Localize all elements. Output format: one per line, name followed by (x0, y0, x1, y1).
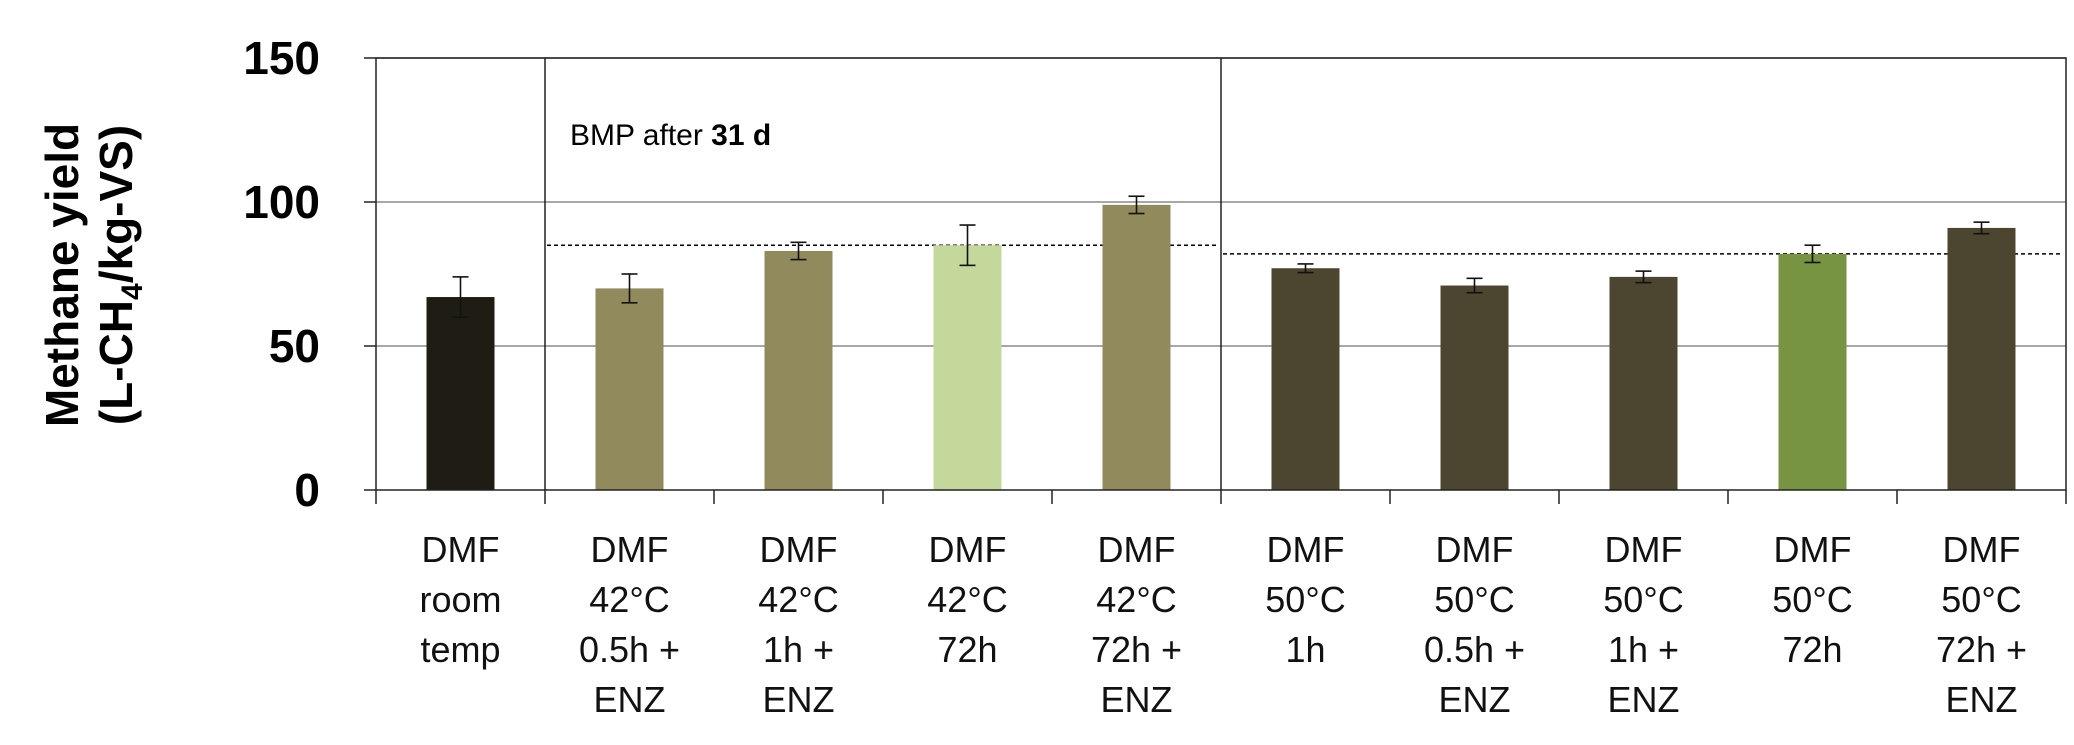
error-bar-6 (1297, 263, 1314, 274)
category-label-6-line-2: 50°C (1265, 579, 1345, 620)
y-tick-labels: 0 50 100 150 (243, 32, 320, 516)
category-label-2-line-2: 42°C (589, 579, 669, 620)
category-label-5: DMF 42°C 72h + ENZ (1091, 529, 1182, 720)
error-bar-10 (1973, 221, 1990, 235)
bar-7 (1440, 285, 1509, 490)
bmp-annotation: BMP after 31 d (570, 119, 771, 152)
category-label-3-line-3: 1h + (763, 629, 834, 670)
bar-4 (933, 245, 1002, 490)
category-label-1-line-3: temp (420, 629, 500, 670)
category-label-3: DMF 42°C 1h + ENZ (758, 529, 838, 720)
category-label-4-line-1: DMF (929, 529, 1007, 570)
y-axis-title-line1: Methane yield (36, 123, 88, 427)
y-tick-label-150: 150 (243, 32, 320, 84)
y-axis-title: Methane yield (L-CH4/kg-VS) (36, 123, 149, 427)
bar-3 (764, 250, 833, 490)
category-label-9-line-1: DMF (1774, 529, 1852, 570)
category-label-4-line-3: 72h (937, 629, 997, 670)
category-label-6-line-3: 1h (1285, 629, 1325, 670)
category-label-8-line-3: 1h + (1608, 629, 1679, 670)
category-label-10: DMF 50°C 72h + ENZ (1936, 529, 2027, 720)
category-label-3-line-2: 42°C (758, 579, 838, 620)
category-label-1: DMF room temp (419, 529, 501, 670)
bar-5 (1102, 204, 1171, 490)
category-label-2: DMF 42°C 0.5h + ENZ (579, 529, 680, 720)
category-label-1-line-1: DMF (422, 529, 500, 570)
error-bar-4 (959, 224, 976, 267)
category-label-7-line-2: 50°C (1434, 579, 1514, 620)
y-tick-label-0: 0 (294, 464, 320, 516)
category-label-9-line-3: 72h (1782, 629, 1842, 670)
error-bar-7 (1466, 277, 1483, 294)
axes (364, 57, 2067, 504)
category-label-2-line-4: ENZ (594, 679, 666, 720)
category-label-7-line-1: DMF (1436, 529, 1514, 570)
category-label-7: DMF 50°C 0.5h + ENZ (1424, 529, 1525, 720)
category-label-1-line-2: room (419, 579, 501, 620)
error-bar-1 (452, 276, 469, 319)
y-tick-label-100: 100 (243, 176, 320, 228)
bar-6 (1271, 268, 1340, 490)
category-label-10-line-4: ENZ (1946, 679, 2018, 720)
category-label-10-line-2: 50°C (1941, 579, 2021, 620)
category-label-4-line-2: 42°C (927, 579, 1007, 620)
category-label-4: DMF 42°C 72h (927, 529, 1007, 670)
y-axis-title-subscript: 4 (116, 283, 149, 300)
bar-2 (595, 288, 664, 490)
category-label-8-line-4: ENZ (1608, 679, 1680, 720)
category-label-10-line-1: DMF (1943, 529, 2021, 570)
error-bar-8 (1635, 270, 1652, 284)
category-label-8-line-2: 50°C (1603, 579, 1683, 620)
bar-1 (426, 297, 495, 490)
category-label-9: DMF 50°C 72h (1772, 529, 1852, 670)
category-label-8: DMF 50°C 1h + ENZ (1603, 529, 1683, 720)
error-bar-5 (1128, 195, 1145, 215)
error-bar-2 (621, 273, 638, 304)
category-label-7-line-3: 0.5h + (1424, 629, 1525, 670)
bar-10 (1947, 227, 2016, 491)
category-label-5-line-4: ENZ (1101, 679, 1173, 720)
category-label-9-line-2: 50°C (1772, 579, 1852, 620)
category-label-5-line-2: 42°C (1096, 579, 1176, 620)
category-label-8-line-1: DMF (1605, 529, 1683, 570)
category-label-2-line-1: DMF (591, 529, 669, 570)
error-bar-9 (1804, 244, 1821, 264)
bmp-annotation-prefix: BMP after (570, 119, 711, 152)
category-label-3-line-1: DMF (760, 529, 838, 570)
error-bars (452, 195, 1990, 319)
y-axis-title-line2-prefix: (L-CH (90, 300, 142, 425)
category-label-5-line-1: DMF (1098, 529, 1176, 570)
bar-8 (1609, 276, 1678, 490)
category-label-5-line-3: 72h + (1091, 629, 1182, 670)
category-label-2-line-3: 0.5h + (579, 629, 680, 670)
category-label-6-line-1: DMF (1267, 529, 1345, 570)
y-tick-label-50: 50 (269, 320, 320, 372)
category-label-6: DMF 50°C 1h (1265, 529, 1345, 670)
bmp-annotation-days: 31 d (711, 119, 771, 152)
category-label-7-line-4: ENZ (1439, 679, 1511, 720)
y-axis-title-line2-suffix: /kg-VS) (90, 125, 142, 283)
category-label-10-line-3: 72h + (1936, 629, 2027, 670)
bars (426, 204, 2016, 491)
category-label-3-line-4: ENZ (763, 679, 835, 720)
y-axis-title-line2: (L-CH4/kg-VS) (90, 125, 149, 425)
category-labels: DMF room temp DMF 42°C 0.5h + ENZ DMF 42°C 1h + EN… (419, 529, 2027, 720)
error-bar-3 (790, 241, 807, 261)
bar-9 (1778, 253, 1847, 490)
